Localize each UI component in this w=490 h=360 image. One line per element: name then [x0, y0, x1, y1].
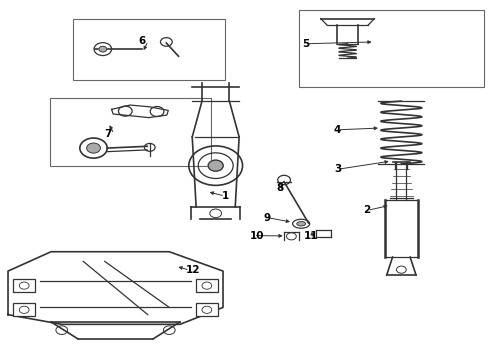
Bar — [13, 279, 35, 292]
Text: 2: 2 — [363, 206, 370, 216]
Text: 1: 1 — [221, 191, 229, 201]
Text: 12: 12 — [185, 265, 200, 275]
Bar — [13, 303, 35, 316]
Text: 10: 10 — [250, 231, 265, 240]
Circle shape — [87, 143, 100, 153]
Bar — [73, 19, 225, 80]
Bar — [196, 303, 218, 316]
Bar — [196, 279, 218, 292]
Text: 9: 9 — [264, 213, 270, 222]
Text: 11: 11 — [304, 231, 318, 240]
Circle shape — [99, 46, 107, 52]
Text: 4: 4 — [334, 125, 342, 135]
Text: 5: 5 — [303, 39, 310, 49]
Text: 3: 3 — [334, 164, 341, 174]
Ellipse shape — [297, 222, 306, 226]
Circle shape — [208, 160, 223, 171]
Text: 6: 6 — [139, 36, 146, 46]
Bar — [49, 98, 211, 166]
Text: 7: 7 — [104, 129, 112, 139]
Bar — [299, 10, 485, 87]
Text: 8: 8 — [277, 183, 284, 193]
